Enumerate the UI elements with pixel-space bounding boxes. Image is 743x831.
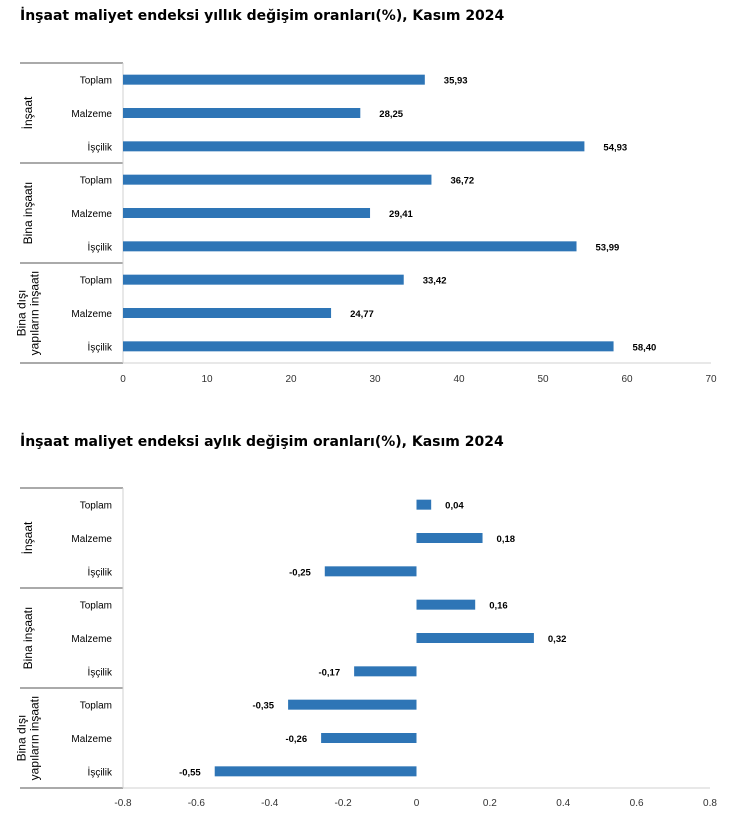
group-label-line: Bina inşaatı bbox=[21, 182, 35, 245]
x-tick-label: 60 bbox=[621, 374, 633, 385]
bar bbox=[324, 566, 417, 577]
group-label: Bina dışıyapıların inşaatı bbox=[15, 271, 42, 356]
bar bbox=[214, 766, 417, 777]
category-label: İşçilik bbox=[88, 340, 113, 353]
data-label: 58,40 bbox=[633, 342, 657, 353]
data-label: -0,55 bbox=[179, 767, 201, 778]
group-label: Bina dışıyapıların inşaatı bbox=[15, 696, 42, 781]
data-label: 29,41 bbox=[389, 209, 413, 220]
x-tick-label: 10 bbox=[201, 374, 213, 385]
data-label: 24,77 bbox=[350, 309, 374, 320]
category-label: Malzeme bbox=[71, 109, 112, 120]
category-label: Malzeme bbox=[71, 534, 112, 545]
category-label: İşçilik bbox=[88, 565, 113, 578]
data-label: 0,16 bbox=[489, 601, 508, 612]
category-label: İşçilik bbox=[88, 665, 113, 678]
bar bbox=[416, 533, 483, 543]
data-label: 35,93 bbox=[444, 76, 468, 87]
bar bbox=[288, 699, 417, 710]
category-label: İşçilik bbox=[88, 765, 113, 778]
bar bbox=[123, 274, 404, 285]
data-label: 0,18 bbox=[497, 534, 515, 545]
group-label-line: yapıların inşaatı bbox=[28, 271, 42, 356]
x-tick-label: 40 bbox=[453, 374, 465, 385]
x-tick-label: 70 bbox=[705, 374, 717, 385]
bar bbox=[123, 174, 432, 185]
bar bbox=[123, 141, 585, 152]
data-label: 0,04 bbox=[445, 501, 464, 512]
bar bbox=[416, 599, 476, 610]
data-label: 36,72 bbox=[450, 176, 474, 187]
data-label: 28,25 bbox=[379, 109, 403, 120]
group-label-line: İnşaat bbox=[21, 96, 35, 129]
bar bbox=[416, 499, 432, 510]
x-tick-label: -0.8 bbox=[114, 798, 132, 809]
group-label-line: İnşaat bbox=[21, 521, 35, 554]
category-label: İşçilik bbox=[88, 240, 113, 253]
data-label: -0,25 bbox=[289, 567, 311, 578]
group-label-line: Bina dışı bbox=[15, 290, 29, 337]
x-tick-label: 0 bbox=[414, 798, 420, 809]
monthly-chart-title: İnşaat maliyet endeksi aylık değişim ora… bbox=[20, 434, 504, 450]
x-tick-label: 0.8 bbox=[703, 798, 717, 809]
bar bbox=[123, 308, 332, 318]
bar bbox=[354, 666, 417, 677]
data-label: 53,99 bbox=[596, 242, 620, 253]
category-label: Toplam bbox=[80, 701, 112, 712]
data-label: -0,35 bbox=[252, 701, 274, 712]
x-tick-label: 0.2 bbox=[483, 798, 497, 809]
category-label: İşçilik bbox=[88, 140, 113, 153]
x-tick-label: 0.4 bbox=[556, 798, 570, 809]
bar bbox=[321, 733, 417, 743]
group-label: İnşaat bbox=[21, 96, 35, 129]
group-label: Bina inşaatı bbox=[21, 182, 35, 245]
x-tick-label: 20 bbox=[285, 374, 297, 385]
x-tick-label: 0.6 bbox=[630, 798, 644, 809]
bar bbox=[123, 241, 577, 252]
group-label: Bina inşaatı bbox=[21, 607, 35, 670]
bar bbox=[416, 633, 534, 643]
group-label: İnşaat bbox=[21, 521, 35, 554]
category-label: Malzeme bbox=[71, 734, 112, 745]
data-label: -0,26 bbox=[285, 734, 307, 745]
x-tick-label: 50 bbox=[537, 374, 549, 385]
data-label: 0,32 bbox=[548, 634, 567, 645]
data-label: -0,17 bbox=[318, 667, 340, 678]
category-label: Malzeme bbox=[71, 634, 112, 645]
category-label: Toplam bbox=[80, 276, 112, 287]
category-label: Malzeme bbox=[71, 309, 112, 320]
bar bbox=[123, 74, 425, 85]
bar bbox=[123, 208, 371, 218]
x-tick-label: 0 bbox=[120, 374, 126, 385]
category-label: Toplam bbox=[80, 176, 112, 187]
x-tick-label: -0.6 bbox=[188, 798, 206, 809]
bar bbox=[123, 341, 614, 352]
monthly-change-chart: İnşaat Toplam 0,04 Malzeme 0,18 İşçilik -0,25 B… bbox=[15, 487, 717, 809]
category-label: Toplam bbox=[80, 76, 112, 87]
x-tick-label: -0.4 bbox=[261, 798, 279, 809]
data-label: 54,93 bbox=[603, 142, 627, 153]
category-label: Toplam bbox=[80, 501, 112, 512]
category-label: Toplam bbox=[80, 601, 112, 612]
group-label-line: yapıların inşaatı bbox=[28, 696, 42, 781]
annual-chart-title: İnşaat maliyet endeksi yıllık değişim or… bbox=[20, 8, 505, 24]
annual-change-chart: İnşaat Toplam 35,93 Malzeme 28,25 İşçilik 54,9… bbox=[15, 62, 717, 385]
group-label-line: Bina inşaatı bbox=[21, 607, 35, 670]
x-tick-label: -0.2 bbox=[335, 798, 353, 809]
data-label: 33,42 bbox=[423, 276, 447, 287]
category-label: Malzeme bbox=[71, 209, 112, 220]
bar bbox=[123, 108, 361, 118]
group-label-line: Bina dışı bbox=[15, 715, 29, 762]
x-tick-label: 30 bbox=[369, 374, 381, 385]
